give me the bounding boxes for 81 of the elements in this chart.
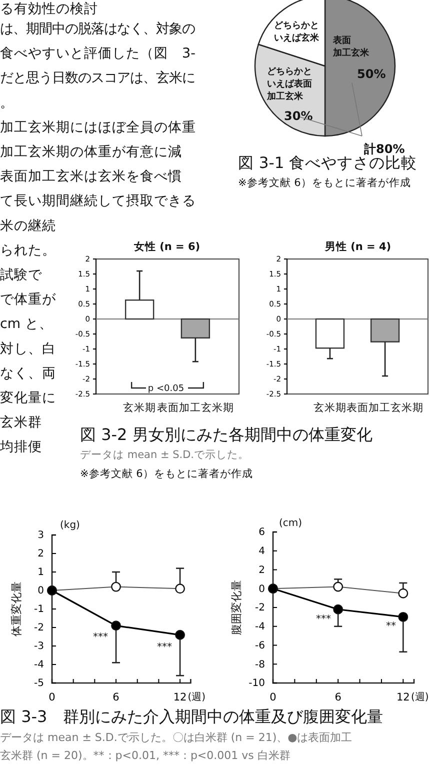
point <box>398 588 408 598</box>
text: (cm) <box>279 518 302 529</box>
annotation: p <0.05 <box>148 384 184 394</box>
text: データは mean ± S.D.で示した。 <box>80 449 250 461</box>
text: 図 3-1 食べやすさの比較 <box>238 154 418 172</box>
y-tick-label: -2 <box>255 602 265 614</box>
point <box>333 582 344 592</box>
text: (kg) <box>60 520 80 531</box>
point <box>175 584 185 594</box>
point <box>175 630 185 640</box>
text: 表面加工玄米は玄米を食べ慣 <box>0 168 182 185</box>
y-tick-label: 0 <box>258 584 265 595</box>
chart-title: 男性 (n = 4) <box>324 240 392 253</box>
x-axis-title: (週) <box>411 692 429 703</box>
y-tick-label: -10 <box>248 678 265 690</box>
text: て長い期間継続して摂取できる <box>0 193 196 210</box>
chart-title: 女性 (n = 6) <box>132 240 200 253</box>
x-tick-label: 表面加工玄米期 <box>346 401 424 414</box>
y-tick-label: -8 <box>255 659 265 670</box>
text: 食べやすいと評価した（図 3- <box>0 46 196 62</box>
text: 。 <box>0 94 14 111</box>
x-tick-label: 12 <box>396 691 410 704</box>
text: られた。 <box>0 242 56 258</box>
caption: 図 3-2 男女別にみた各期間中の体重変化 <box>80 425 372 444</box>
text: なく、両 <box>0 365 56 382</box>
text: ※参考文献 6）をもとに著者が作成 <box>238 176 411 189</box>
annotation: *** <box>93 632 108 643</box>
x-tick-label: 0 <box>48 691 56 704</box>
y-axis-title: 腹囲変化量 <box>230 580 243 635</box>
y-tick-label: -5 <box>34 678 44 690</box>
text: 玄米群 (n = 20)。**：p<0.01, ***：p<0.001 vs 白米群 <box>0 749 290 762</box>
text: 対し、白 <box>0 340 56 357</box>
text: 均排便 <box>0 439 42 456</box>
slice-label: 表面加工玄米 <box>332 35 370 58</box>
data-label: 30% <box>284 109 313 123</box>
y-tick-label: -4 <box>34 660 44 671</box>
text: で体重が <box>0 292 57 308</box>
text: だと思う日数のスコアは、玄米に <box>0 70 195 86</box>
point <box>398 612 408 622</box>
y-tick-label: -4 <box>255 622 265 633</box>
slice-label: どちらかといえば玄米 <box>274 21 320 44</box>
data-label: 50% <box>357 67 386 81</box>
annotation: *** <box>316 614 331 625</box>
y-tick-label: 3 <box>38 530 44 542</box>
text: ※参考文献 6）をもとに著者が作成 <box>80 467 253 480</box>
point <box>333 604 344 614</box>
x-tick-label: 12 <box>173 691 187 704</box>
x-tick-label: 6 <box>334 691 342 704</box>
point <box>111 620 121 631</box>
y-tick-label: 0 <box>38 586 44 597</box>
y-tick-label: 2 <box>258 564 265 576</box>
x-tick-label: 玄米期 <box>313 401 346 414</box>
point <box>111 582 121 592</box>
y-tick-label: -6 <box>255 640 265 652</box>
y-tick-label: 1 <box>38 567 44 578</box>
y-tick-label: -2 <box>34 622 44 634</box>
annotation: *** <box>157 642 172 653</box>
x-tick-label: 表面加工玄米期 <box>156 401 234 414</box>
text: cm と、 <box>0 316 53 332</box>
text: 加工玄米期の体重が有意に減 <box>0 144 182 160</box>
y-tick-label: -3 <box>34 641 44 652</box>
text: 米の継続 <box>0 218 56 234</box>
x-tick-label: 6 <box>112 691 120 704</box>
y-tick-label: 2 <box>38 548 44 560</box>
text: 試験で <box>0 267 43 283</box>
annotation: ** <box>386 621 396 632</box>
caption: 図 3-3 群別にみた介入期間中の体重及び腹囲変化量 <box>0 707 384 726</box>
text: る有効性の検討 <box>0 1 98 17</box>
text: 計80% <box>363 142 405 156</box>
x-tick-label: 玄米期 <box>123 401 156 414</box>
text: 加工玄米期にはほぼ全員の体重 <box>0 119 196 136</box>
text: データは mean ± S.D.で示した。〇は白米群 (n = 21)、●は表面加工 <box>0 731 352 744</box>
slice-label: どちらかといえば表面加工玄米 <box>266 67 312 102</box>
text: 変化量に <box>0 390 56 406</box>
y-tick-label: 4 <box>258 546 265 558</box>
y-tick-label: 6 <box>258 527 265 538</box>
y-tick-label: -1 <box>34 604 44 616</box>
x-axis-title: (週) <box>188 692 206 703</box>
text: 玄米群 <box>0 414 42 431</box>
text: は、期間中の脱落はなく、対象の <box>0 21 195 37</box>
y-axis-title: 体重変化量 <box>10 582 23 636</box>
